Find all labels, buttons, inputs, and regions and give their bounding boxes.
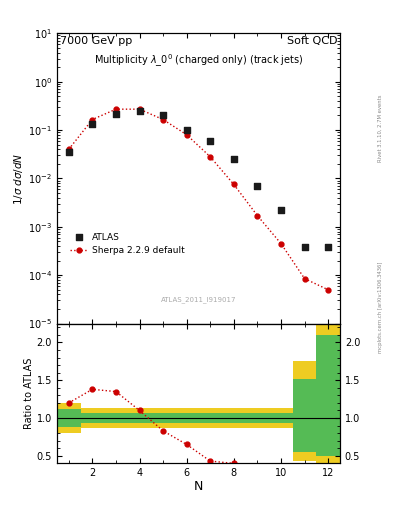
Text: mcplots.cern.ch [arXiv:1306.3436]: mcplots.cern.ch [arXiv:1306.3436] — [378, 262, 383, 353]
Y-axis label: Ratio to ATLAS: Ratio to ATLAS — [24, 358, 34, 429]
ATLAS — [325, 243, 331, 251]
ATLAS — [254, 182, 261, 190]
ATLAS — [89, 120, 95, 128]
Bar — [104, 408, 128, 428]
Bar — [269, 408, 293, 428]
Bar — [316, 324, 340, 463]
Bar — [293, 361, 316, 461]
X-axis label: N: N — [194, 480, 203, 493]
Bar — [175, 413, 198, 423]
Text: ATLAS_2011_I919017: ATLAS_2011_I919017 — [161, 296, 236, 303]
ATLAS — [301, 243, 308, 251]
Bar — [81, 413, 104, 423]
Text: Soft QCD: Soft QCD — [286, 36, 337, 46]
Bar — [128, 408, 151, 428]
Text: Rivet 3.1.10, 2.7M events: Rivet 3.1.10, 2.7M events — [378, 94, 383, 162]
ATLAS — [231, 155, 237, 163]
Bar — [316, 335, 340, 456]
Legend: ATLAS, Sherpa 2.2.9 default: ATLAS, Sherpa 2.2.9 default — [70, 232, 184, 255]
Bar — [81, 408, 104, 428]
Bar — [151, 408, 175, 428]
ATLAS — [66, 148, 72, 156]
Bar — [104, 413, 128, 423]
Bar — [198, 413, 222, 423]
Bar — [246, 408, 269, 428]
Bar — [57, 409, 81, 427]
Text: Multiplicity $\lambda\_0^0$ (charged only) (track jets): Multiplicity $\lambda\_0^0$ (charged onl… — [94, 52, 303, 69]
Bar — [198, 408, 222, 428]
ATLAS — [160, 111, 166, 119]
Bar — [246, 413, 269, 423]
ATLAS — [278, 206, 284, 215]
ATLAS — [207, 137, 213, 145]
Bar — [57, 403, 81, 433]
ATLAS — [136, 107, 143, 115]
Text: 7000 GeV pp: 7000 GeV pp — [60, 36, 132, 46]
ATLAS — [113, 111, 119, 119]
Bar — [269, 413, 293, 423]
ATLAS — [184, 126, 190, 134]
Bar — [128, 413, 151, 423]
Bar — [175, 408, 198, 428]
Bar — [151, 413, 175, 423]
Bar — [222, 408, 246, 428]
Y-axis label: $1/\sigma\;d\sigma/dN$: $1/\sigma\;d\sigma/dN$ — [12, 153, 25, 204]
Bar — [222, 413, 246, 423]
Bar — [293, 379, 316, 452]
